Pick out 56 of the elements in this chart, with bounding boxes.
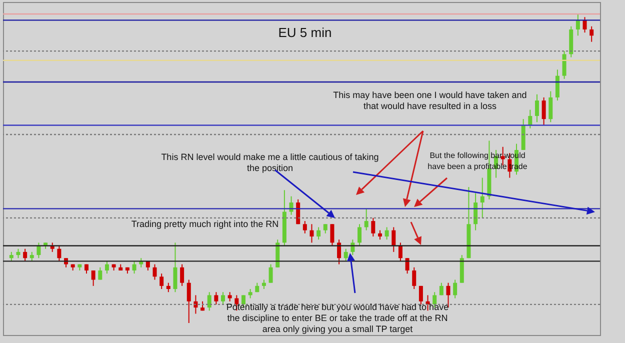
candlestick — [268, 264, 273, 284]
candlestick — [439, 282, 444, 296]
candlestick — [221, 292, 226, 305]
candlestick — [418, 285, 423, 305]
candlestick — [248, 288, 252, 299]
candlestick — [371, 217, 376, 237]
candlestick — [480, 177, 484, 218]
candlestick — [132, 260, 136, 274]
candlestick — [542, 96, 546, 126]
candlestick — [323, 224, 328, 234]
candlestick — [160, 273, 164, 290]
candlestick — [214, 292, 218, 305]
candlestick — [166, 282, 170, 293]
candlestick — [378, 230, 382, 240]
candlestick — [337, 239, 342, 265]
candlestick — [98, 266, 102, 280]
candlestick — [30, 251, 34, 262]
candlestick — [576, 14, 580, 36]
candlestick — [555, 69, 560, 102]
candlestick — [9, 251, 14, 262]
candlestick — [152, 264, 157, 280]
candlestick — [207, 292, 212, 312]
candlestick — [548, 90, 553, 123]
candlestick — [180, 264, 184, 286]
candlestick — [398, 242, 402, 262]
candlestick — [23, 248, 28, 262]
candlestick — [582, 16, 587, 34]
candlestick — [528, 109, 532, 129]
candlestick — [104, 260, 109, 274]
candlestick — [262, 279, 266, 290]
annotation: This may have been one I would have taken and that would have resulted in a loss — [332, 90, 528, 112]
candlestick — [16, 248, 20, 259]
annotation: Trading pretty much right into the RN — [130, 219, 280, 230]
candlestick — [186, 279, 191, 324]
candlestick — [364, 208, 368, 231]
candlestick — [590, 26, 594, 42]
candlestick — [384, 226, 389, 240]
annotation: This RN level would make me a little cautious of taking the position — [160, 152, 380, 174]
candlestick — [228, 292, 232, 302]
candlestick — [358, 224, 362, 246]
candlestick — [91, 270, 96, 286]
candlestick — [453, 279, 458, 299]
candlestick — [36, 242, 41, 259]
candlestick — [330, 224, 334, 246]
candlestick — [474, 192, 478, 231]
candlestick — [316, 226, 321, 240]
text: EU 5 min — [277, 25, 333, 40]
candlestick — [344, 248, 348, 262]
candlestick — [57, 245, 62, 262]
candlestick — [534, 94, 539, 123]
candlestick — [412, 266, 416, 290]
candlestick — [302, 220, 307, 234]
candlestick — [173, 242, 178, 293]
candlestick — [310, 224, 314, 244]
candlestick — [392, 226, 396, 252]
candlestick — [562, 50, 566, 80]
